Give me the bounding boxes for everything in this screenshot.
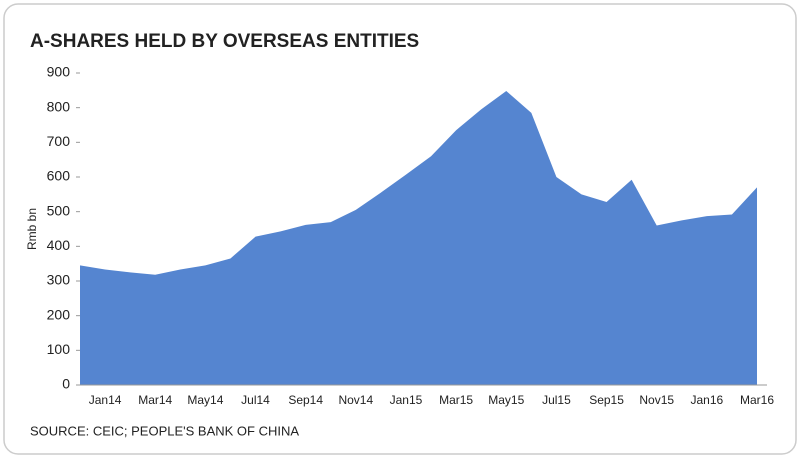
x-tick-label: Mar14 [138, 393, 172, 407]
x-tick-label: Jul14 [241, 393, 270, 407]
x-tick-label: Sep15 [589, 393, 624, 407]
y-tick-label: 900 [47, 64, 71, 80]
x-tick-label: Jan16 [691, 393, 724, 407]
x-tick-label: Mar16 [740, 393, 774, 407]
y-tick-label: 100 [47, 341, 71, 357]
x-tick-label: Jan15 [390, 393, 423, 407]
y-axis-label: Rmb bn [25, 208, 39, 250]
y-tick-label: 300 [47, 272, 71, 288]
x-tick-label: Jan14 [89, 393, 122, 407]
x-tick-label: May15 [488, 393, 524, 407]
area [80, 91, 757, 385]
x-tick-label: Nov14 [338, 393, 373, 407]
y-tick-label: 500 [47, 202, 71, 218]
x-tick-label: Sep14 [288, 393, 323, 407]
y-tick-label: 700 [47, 133, 71, 149]
y-tick-label: 600 [47, 168, 71, 184]
source: SOURCE: CEIC; PEOPLE'S BANK OF CHINA [30, 423, 299, 438]
x-tick-label: May14 [187, 393, 223, 407]
chart-title: A-SHARES HELD BY OVERSEAS ENTITIES [30, 31, 419, 52]
y-tick-label: 200 [47, 306, 71, 322]
y-tick-label: 800 [47, 98, 71, 114]
x-tick-label: Mar15 [439, 393, 473, 407]
x-tick-label: Nov15 [639, 393, 674, 407]
y-tick-label: 0 [62, 376, 70, 392]
x-tick-label: Jul15 [542, 393, 571, 407]
y-tick-label: 400 [47, 237, 71, 253]
frame [3, 3, 797, 455]
